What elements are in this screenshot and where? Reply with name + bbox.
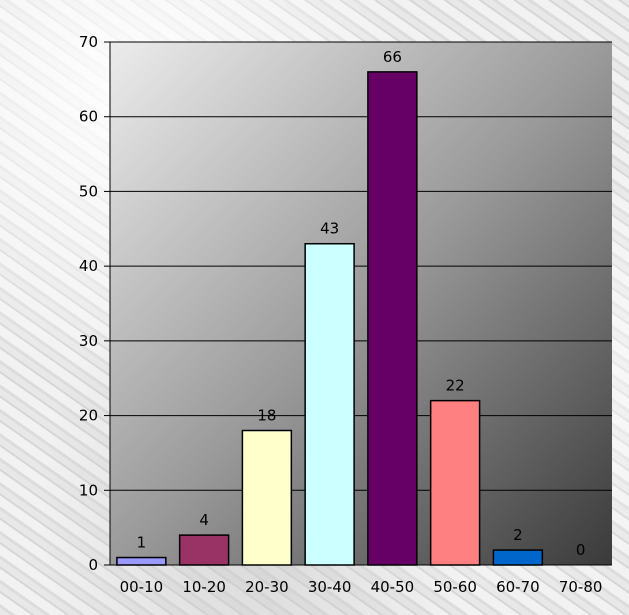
y-tick-label: 30 (79, 332, 98, 350)
data-label: 22 (446, 377, 465, 395)
data-label: 66 (383, 48, 402, 66)
y-tick-label: 40 (79, 257, 98, 275)
data-label: 43 (320, 220, 339, 238)
x-tick-label: 20-30 (245, 578, 289, 596)
y-tick-label: 20 (79, 407, 98, 425)
x-axis-labels: 00-10 10-20 20-30 30-40 40-50 50-60 60-70 70-80 (120, 578, 603, 596)
x-tick-label: 50-60 (433, 578, 477, 596)
data-label: 2 (513, 526, 523, 544)
data-label: 1 (137, 534, 147, 552)
y-tick-label: 0 (88, 556, 98, 574)
data-label: 0 (576, 541, 586, 559)
bar (242, 431, 291, 565)
y-tick-label: 70 (79, 33, 98, 51)
x-tick-label: 00-10 (120, 578, 164, 596)
y-tick-label: 60 (79, 108, 98, 126)
y-tick-label: 50 (79, 182, 98, 200)
x-tick-label: 70-80 (559, 578, 603, 596)
bar (493, 550, 542, 565)
x-tick-label: 40-50 (371, 578, 415, 596)
bar (305, 244, 354, 565)
y-axis-ticks: 0 10 20 30 40 50 60 70 (79, 33, 110, 574)
data-label: 4 (199, 511, 209, 529)
bar (368, 72, 417, 565)
bar (431, 401, 480, 565)
x-tick-label: 60-70 (496, 578, 540, 596)
x-tick-label: 30-40 (308, 578, 352, 596)
x-tick-label: 10-20 (182, 578, 226, 596)
bar (180, 535, 229, 565)
data-label: 18 (257, 407, 276, 425)
y-tick-label: 10 (79, 481, 98, 499)
plot-area (110, 42, 612, 565)
bar (117, 558, 166, 565)
